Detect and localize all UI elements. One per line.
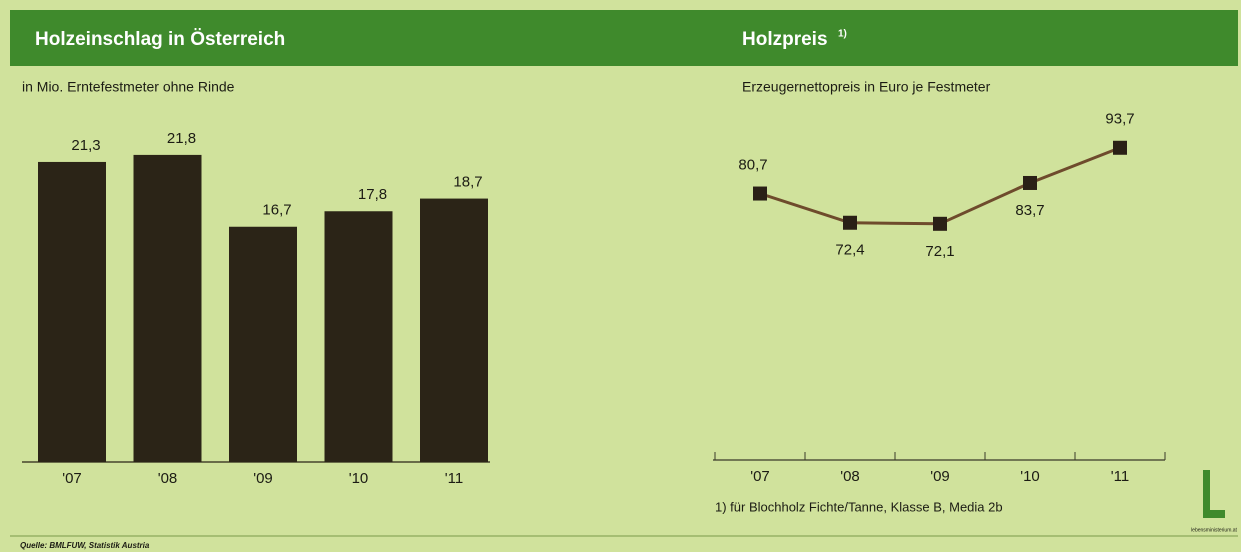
marker [843,215,857,230]
value-label: 16,7 [262,202,291,219]
x-tick-label: '07 [750,468,770,485]
footnote: 1) für Blochholz Fichte/Tanne, Klasse B,… [715,499,1003,514]
line-chart-subtitle: Erzeugernettopreis in Euro je Festmeter [742,79,991,95]
x-tick-label: '09 [253,470,273,487]
value-label: 93,7 [1105,111,1134,128]
title-note: 1) [838,29,847,40]
marker [933,216,947,231]
marker [1023,175,1037,190]
line-chart-title: Holzpreis [742,29,828,50]
bar [133,154,202,462]
logo-mark [1203,470,1210,518]
value-label: 72,1 [925,243,954,260]
value-label: 17,8 [358,186,387,203]
bar-chart-subtitle: in Mio. Erntefestmeter ohne Rinde [22,79,235,95]
value-label: 18,7 [453,174,482,191]
bar [38,161,106,463]
value-label: 21,3 [71,137,100,154]
x-tick-label: '08 [158,470,178,487]
x-tick-label: '09 [930,468,950,485]
value-label: 21,8 [167,130,196,147]
bar [229,226,297,462]
logo-mark [1203,510,1225,518]
x-tick-label: '08 [840,468,860,485]
source: Quelle: BMLFUW, Statistik Austria [20,541,150,550]
x-tick-label: '10 [349,470,369,487]
bar [324,211,393,462]
x-tick-label: '11 [445,470,463,487]
value-label: 83,7 [1015,202,1044,219]
marker [1113,140,1127,155]
x-tick-label: '07 [62,470,82,487]
logo-text: lebensministerium.at [1191,527,1237,533]
bar-chart-title: Holzeinschlag in Österreich [35,29,285,50]
x-tick-label: '11 [1111,468,1129,485]
marker [753,186,767,201]
x-tick-label: '10 [1020,468,1040,485]
value-label: 72,4 [835,242,864,259]
value-label: 80,7 [738,157,767,174]
bar [420,198,488,462]
header-bar [10,10,1238,66]
